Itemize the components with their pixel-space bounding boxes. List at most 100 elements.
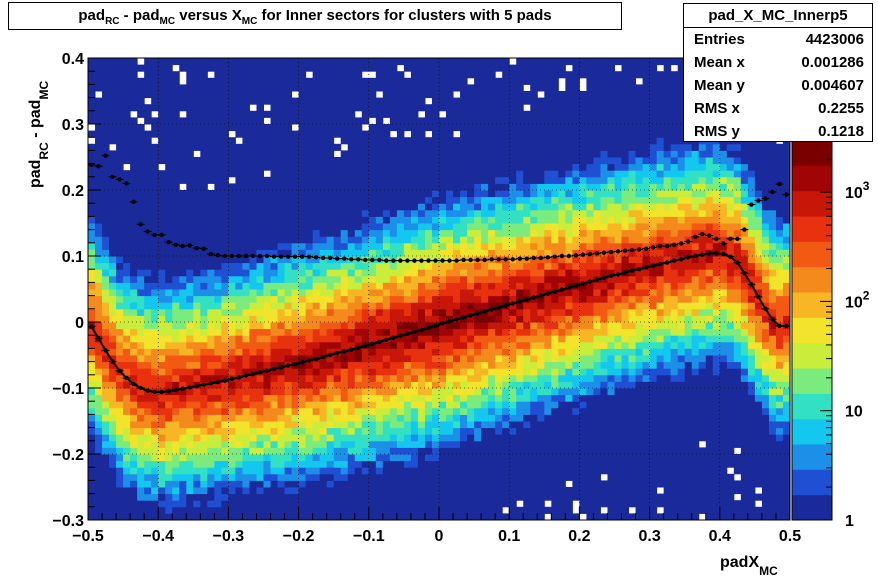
- heatmap-cell: [523, 513, 531, 521]
- heatmap-cell: [347, 341, 356, 349]
- heatmap-cell: [396, 368, 405, 376]
- heatmap-cell: [516, 414, 524, 422]
- heatmap-cell: [123, 473, 131, 481]
- heatmap-cell: [579, 295, 587, 303]
- heatmap-cell: [375, 374, 384, 382]
- heatmap-cell: [368, 500, 377, 508]
- heatmap-cell: [221, 394, 229, 402]
- heatmap-cell: [207, 97, 215, 105]
- heatmap-cell: [579, 170, 587, 178]
- heatmap-cell: [354, 322, 363, 330]
- heatmap-cell: [467, 493, 475, 501]
- heatmap-cell: [165, 170, 173, 178]
- heatmap-cell: [579, 216, 587, 224]
- heatmap-cell: [389, 440, 398, 448]
- heatmap-cell: [214, 137, 222, 145]
- heatmap-cell: [137, 328, 145, 336]
- heatmap-cell: [144, 91, 152, 99]
- heatmap-cell: [509, 355, 517, 363]
- heatmap-cell: [551, 295, 559, 303]
- heatmap-cell: [137, 361, 145, 369]
- heatmap-cell: [102, 176, 110, 184]
- heatmap-cell: [221, 282, 229, 290]
- heatmap-cell: [333, 64, 342, 72]
- heatmap-cell: [277, 104, 286, 112]
- heatmap-cell: [572, 64, 580, 72]
- heatmap-cell: [193, 216, 201, 224]
- heatmap-cell: [537, 473, 545, 481]
- heatmap-cell: [95, 506, 103, 514]
- heatmap-cell: [284, 394, 293, 402]
- heatmap-cell: [467, 71, 475, 79]
- heatmap-cell: [502, 183, 510, 191]
- heatmap-cell: [88, 467, 96, 475]
- heatmap-cell: [530, 308, 538, 316]
- heatmap-cell: [172, 328, 180, 336]
- heatmap-cell: [403, 355, 412, 363]
- heatmap-cell: [523, 117, 531, 125]
- heatmap-cell: [354, 394, 363, 402]
- heatmap-cell: [382, 183, 391, 191]
- heatmap-cell: [417, 368, 426, 376]
- heatmap-cell: [340, 110, 349, 118]
- heatmap-cell: [551, 223, 559, 231]
- heatmap-cell: [179, 315, 187, 323]
- heatmap-cell: [137, 473, 145, 481]
- heatmap-cell: [326, 454, 335, 462]
- heatmap-cell: [284, 289, 293, 297]
- heatmap-cell: [326, 487, 335, 495]
- heatmap-cell: [551, 143, 559, 151]
- heatmap-cell: [193, 421, 201, 429]
- heatmap-cell: [446, 157, 454, 165]
- heatmap-cell: [109, 308, 117, 316]
- heatmap-cell: [235, 190, 243, 198]
- heatmap-cell: [502, 322, 510, 330]
- heatmap-cell: [502, 427, 510, 435]
- heatmap-cell: [354, 361, 363, 369]
- heatmap-cell: [439, 97, 447, 105]
- heatmap-cell: [165, 308, 173, 316]
- heatmap-cell: [270, 229, 279, 237]
- heatmap-cell: [263, 256, 272, 264]
- heatmap-cell: [221, 150, 229, 158]
- heatmap-cell: [368, 104, 377, 112]
- heatmap-cell: [242, 302, 250, 310]
- heatmap-cell: [179, 388, 187, 396]
- heatmap-cell: [551, 157, 559, 165]
- heatmap-cell: [551, 434, 559, 442]
- heatmap-cell: [249, 216, 257, 224]
- heatmap-cell: [347, 493, 356, 501]
- heatmap-cell: [165, 196, 173, 204]
- heatmap-cell: [207, 322, 215, 330]
- heatmap-cell: [137, 506, 145, 514]
- heatmap-cell: [551, 427, 559, 435]
- heatmap-cell: [172, 295, 180, 303]
- heatmap-cell: [481, 242, 489, 250]
- heatmap-cell: [375, 421, 384, 429]
- heatmap-cell: [179, 414, 187, 422]
- heatmap-cell: [424, 302, 433, 310]
- heatmap-cell: [95, 480, 103, 488]
- heatmap-cell: [270, 506, 279, 514]
- heatmap-cell: [137, 427, 145, 435]
- heatmap-cell: [242, 427, 250, 435]
- heatmap-cell: [298, 196, 307, 204]
- heatmap-cell: [109, 157, 117, 165]
- heatmap-cell: [305, 196, 314, 204]
- heatmap-cell: [249, 460, 257, 468]
- heatmap-cell: [116, 374, 124, 382]
- title-part: - pad: [119, 7, 160, 24]
- heatmap-cell: [467, 289, 475, 297]
- heatmap-cell: [109, 454, 117, 462]
- heatmap-cell: [186, 275, 194, 283]
- heatmap-cell: [474, 381, 482, 389]
- heatmap-cell: [593, 480, 601, 488]
- heatmap-cell: [354, 368, 363, 376]
- heatmap-cell: [298, 117, 307, 125]
- heatmap-cell: [403, 513, 412, 521]
- heatmap-cell: [516, 84, 524, 92]
- heatmap-cell: [305, 229, 314, 237]
- heatmap-cell: [151, 394, 159, 402]
- heatmap-cell: [186, 256, 194, 264]
- heatmap-cell: [291, 388, 300, 396]
